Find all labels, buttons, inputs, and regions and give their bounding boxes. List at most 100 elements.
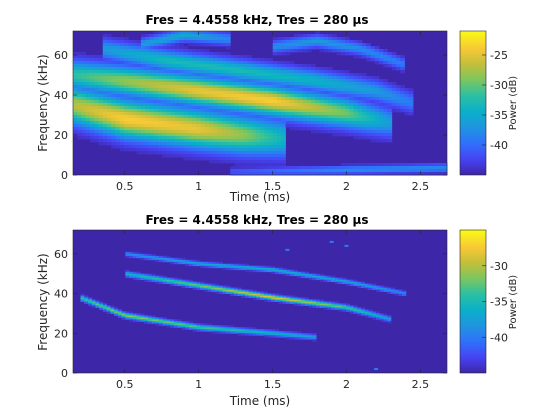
heat-cell: [298, 79, 303, 83]
heat-cell: [364, 287, 369, 290]
heat-cell: [209, 121, 214, 125]
heat-cell: [162, 88, 167, 92]
heat-cell: [263, 267, 268, 271]
heat-cell: [319, 100, 325, 104]
heat-cell: [360, 311, 366, 314]
heat-cell: [251, 130, 257, 134]
heat-cell: [234, 76, 240, 80]
heat-cell: [349, 76, 354, 80]
heat-cell: [115, 76, 121, 80]
heat-cell: [183, 127, 189, 131]
heat-cell: [136, 52, 142, 56]
heat-cell: [124, 121, 129, 125]
heat-cell: [226, 115, 231, 119]
heat-cell: [285, 64, 291, 68]
heat-cell: [192, 109, 197, 113]
heat-cell: [297, 335, 302, 338]
heat-cell: [345, 49, 350, 53]
heat-cell: [145, 46, 150, 50]
heat-cell: [129, 311, 134, 314]
heat-cell: [192, 121, 197, 125]
heat-cell: [353, 130, 359, 134]
heat-cell: [85, 91, 91, 95]
heat-cell: [243, 145, 248, 149]
heat-cell: [145, 73, 150, 77]
heat-cell: [272, 163, 278, 167]
heat-cell: [145, 109, 150, 113]
heat-cell: [145, 64, 150, 68]
heat-cell: [349, 133, 354, 137]
heat-cell: [213, 157, 218, 161]
heat-cell: [107, 82, 112, 86]
heat-cell: [222, 327, 227, 330]
heat-cell: [294, 46, 299, 50]
heat-cell: [94, 118, 99, 122]
heat-cell: [141, 109, 146, 113]
heat-cell: [145, 151, 150, 155]
x-tick-label: 0.5: [116, 378, 134, 391]
heat-cell: [234, 169, 240, 173]
heat-cell: [312, 339, 317, 342]
heat-cell: [349, 49, 354, 53]
heat-cell: [404, 112, 410, 116]
heat-cell: [192, 40, 197, 44]
heat-cell: [316, 303, 321, 306]
heat-cell: [349, 91, 354, 95]
heat-cell: [166, 136, 172, 140]
heat-cell: [196, 55, 201, 59]
heat-cell: [155, 259, 160, 263]
heat-cell: [230, 148, 235, 152]
heat-cell: [306, 118, 312, 122]
heat-cell: [340, 97, 346, 101]
heat-cell: [264, 163, 269, 167]
heat-cell: [196, 100, 201, 104]
heat-cell: [204, 55, 210, 59]
heat-cell: [346, 305, 351, 308]
heat-cell: [217, 79, 223, 83]
heat-cell: [132, 115, 138, 119]
heat-cell: [234, 130, 240, 134]
heat-cell: [328, 100, 333, 104]
heat-cell: [141, 76, 146, 80]
heat-cell: [404, 88, 410, 92]
heat-cell: [404, 91, 410, 95]
heat-cell: [170, 64, 176, 68]
heat-cell: [213, 64, 218, 68]
heat-cell: [340, 49, 346, 53]
heat-cell: [278, 335, 283, 338]
heat-cell: [336, 109, 342, 113]
heat-cell: [217, 100, 223, 104]
heat-cell: [203, 261, 209, 265]
heat-cell: [102, 43, 108, 47]
heat-cell: [98, 136, 104, 140]
heat-cell: [128, 46, 133, 50]
heat-cell: [162, 49, 167, 53]
heat-cell: [218, 289, 223, 292]
heat-cell: [81, 73, 87, 77]
heat-cell: [132, 40, 138, 44]
heat-cell: [400, 97, 405, 101]
heat-cell: [298, 40, 303, 44]
heat-cell: [158, 133, 163, 137]
heat-cell: [268, 130, 274, 134]
heat-cell: [153, 130, 159, 134]
heat-cell: [272, 145, 278, 149]
heat-cell: [124, 40, 129, 44]
heat-cell: [94, 61, 99, 65]
heat-cell: [328, 79, 333, 83]
heat-cell: [375, 311, 381, 314]
heat-cell: [111, 82, 116, 86]
heat-cell: [90, 67, 95, 71]
heat-cell: [85, 109, 91, 113]
heat-cell: [85, 121, 91, 125]
heat-cell: [91, 299, 96, 302]
heat-cell: [119, 73, 125, 77]
heat-cell: [289, 61, 295, 65]
heat-cell: [230, 169, 235, 173]
heat-cell: [209, 154, 214, 158]
heat-cell: [183, 124, 189, 128]
heat-cell: [145, 121, 150, 125]
heat-cell: [374, 100, 380, 104]
heat-cell: [304, 297, 310, 300]
heat-cell: [297, 331, 302, 334]
